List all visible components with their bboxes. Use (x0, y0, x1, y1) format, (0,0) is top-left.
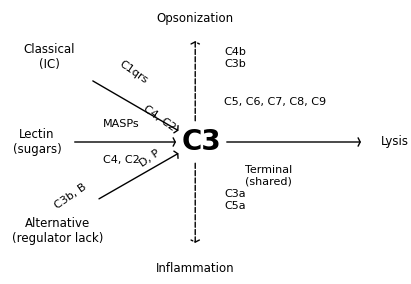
Text: C1qrs: C1qrs (117, 59, 149, 85)
Text: Lectin
(sugars): Lectin (sugars) (13, 128, 61, 156)
Text: Terminal
(shared): Terminal (shared) (245, 165, 292, 187)
Text: Opsonization: Opsonization (157, 12, 234, 25)
Text: C4b
C3b: C4b C3b (224, 47, 246, 69)
Text: C3b, B: C3b, B (53, 182, 88, 211)
Text: MASPs: MASPs (103, 119, 140, 129)
Text: C4, C2: C4, C2 (103, 155, 140, 165)
Text: C4, C2: C4, C2 (142, 104, 178, 133)
Text: Alternative
(regulator lack): Alternative (regulator lack) (12, 218, 103, 245)
Text: C3a
C5a: C3a C5a (224, 189, 246, 211)
Text: C5, C6, C7, C8, C9: C5, C6, C7, C8, C9 (224, 97, 326, 106)
Text: Lysis: Lysis (381, 135, 409, 149)
Text: D, P: D, P (138, 148, 162, 169)
Text: Classical
(IC): Classical (IC) (23, 43, 75, 71)
Text: C3: C3 (182, 128, 221, 156)
Text: Inflammation: Inflammation (156, 262, 235, 275)
